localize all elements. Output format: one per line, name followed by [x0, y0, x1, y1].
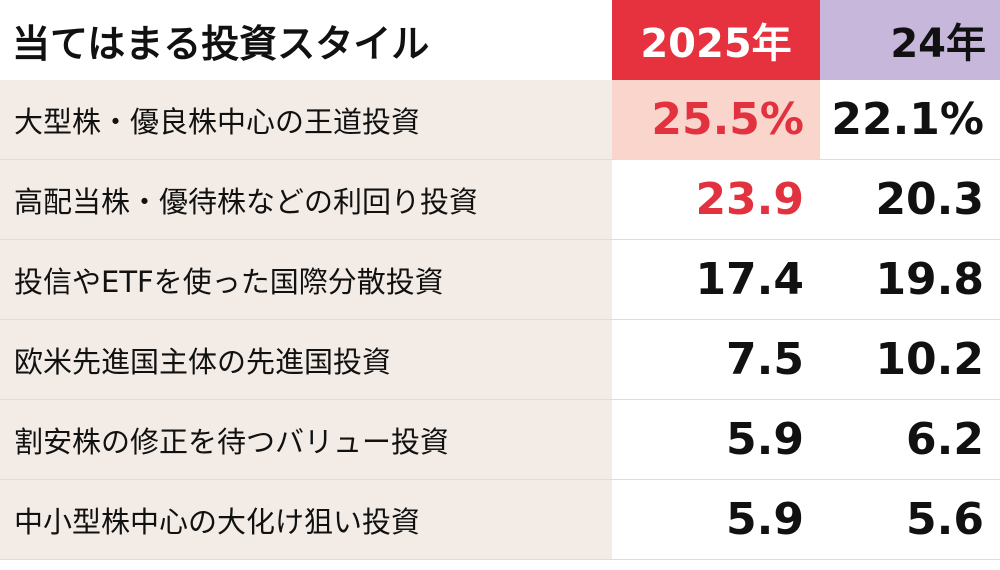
row-label: 高配当株・優待株などの利回り投資 [0, 160, 612, 240]
row-label: 欧米先進国主体の先進国投資 [0, 320, 612, 400]
title: 当てはまる投資スタイル [12, 21, 430, 66]
row-label: 大型株・優良株中心の王道投資 [0, 80, 612, 160]
row-label: 投信やETFを使った国際分散投資 [0, 240, 612, 320]
value-24: 6.2 [820, 400, 1000, 480]
value-2025: 23.9 [612, 160, 820, 240]
column-header: 2025年 [612, 0, 820, 80]
column-header: 24年 [820, 0, 1000, 80]
value-24: 10.2 [820, 320, 1000, 400]
value-24: 19.8 [820, 240, 1000, 320]
value-24: 5.6 [820, 480, 1000, 560]
value-2025: 17.4 [612, 240, 820, 320]
row-label: 割安株の修正を待つバリュー投資 [0, 400, 612, 480]
value-2025: 7.5 [612, 320, 820, 400]
value-24: 22.1% [820, 80, 1000, 160]
value-24: 20.3 [820, 160, 1000, 240]
value-2025: 25.5% [612, 80, 820, 160]
value-2025: 5.9 [612, 400, 820, 480]
row-label: 中小型株中心の大化け狙い投資 [0, 480, 612, 560]
value-2025: 5.9 [612, 480, 820, 560]
